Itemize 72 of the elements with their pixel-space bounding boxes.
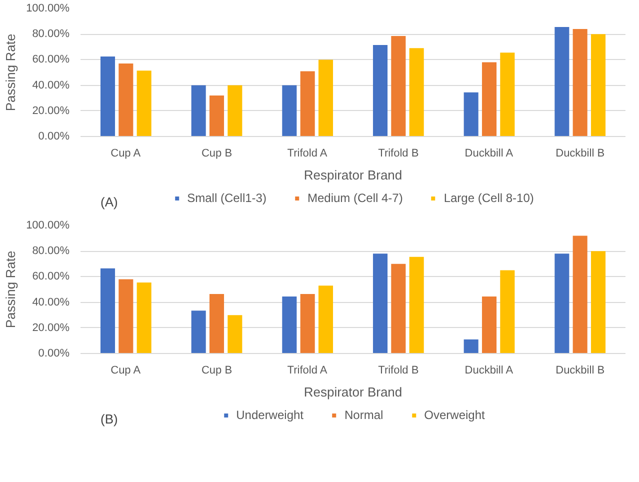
bar [300, 71, 315, 136]
bar [318, 286, 334, 354]
x-tick-label: Trifold A [287, 364, 328, 376]
x-tick-label: Trifold B [378, 364, 419, 376]
x-tick-label: Cup A [110, 364, 142, 376]
bar [118, 279, 134, 354]
y-tick-label: 60.00% [32, 54, 70, 66]
y-axis-title: Passing Rate [3, 34, 18, 112]
bar [372, 44, 388, 136]
x-tick-label: Duckbill A [464, 148, 514, 160]
bar [554, 27, 570, 136]
x-tick-label: Trifold A [287, 148, 328, 160]
bar [464, 339, 478, 354]
bar [572, 28, 588, 136]
bar [318, 60, 334, 136]
x-tick-label: Duckbill A [464, 364, 514, 376]
bar [209, 294, 224, 354]
y-axis-title: Passing Rate [3, 250, 18, 328]
legend-label: Medium (Cell 4-7) [307, 191, 403, 205]
bar [191, 310, 206, 354]
x-tick-label: Duckbill B [556, 364, 605, 376]
bar [136, 70, 152, 136]
bar [590, 34, 606, 136]
legend-label: Overweight [424, 408, 485, 422]
x-tick-label: Cup B [201, 364, 232, 376]
y-tick-label: 20.00% [32, 104, 70, 117]
bar [464, 92, 478, 136]
bar [482, 62, 497, 136]
x-tick-label: Cup A [110, 148, 142, 160]
bar [100, 56, 116, 136]
bar [372, 254, 388, 354]
bar [590, 251, 606, 354]
bar [136, 282, 152, 354]
legend-label: Underweight [236, 408, 304, 422]
x-tick-label: Duckbill B [556, 148, 605, 160]
bar [572, 236, 588, 354]
bar [228, 85, 242, 136]
y-tick-label: 80.00% [32, 28, 70, 40]
bar [209, 96, 224, 136]
x-tick-label: Trifold B [378, 148, 419, 160]
bar [409, 256, 424, 354]
bar [409, 48, 424, 136]
bar [391, 36, 406, 136]
bar [500, 52, 515, 136]
bar [100, 268, 116, 354]
bar [118, 64, 134, 136]
y-tick-label: 60.00% [32, 270, 70, 283]
text: (A) [100, 194, 118, 210]
bar [554, 254, 570, 354]
x-axis-title: Respirator Brand [304, 168, 402, 182]
x-axis-title: Respirator Brand [304, 384, 402, 400]
bar [482, 296, 497, 354]
bar [228, 315, 242, 354]
y-tick-label: 20.00% [32, 322, 70, 334]
y-tick-label: 40.00% [32, 296, 70, 308]
text: (B) [100, 412, 118, 426]
y-tick-label: 80.00% [32, 245, 70, 258]
legend-label: Normal [344, 408, 384, 422]
x-tick-label: Cup B [201, 148, 232, 160]
y-tick-label: 100.00% [26, 2, 70, 14]
bar [300, 294, 315, 354]
bar [282, 85, 297, 136]
bar [191, 85, 206, 136]
bar [500, 270, 515, 354]
bar [282, 296, 297, 354]
legend-label: Small (Cell1-3) [187, 191, 266, 205]
y-tick-label: 0.00% [38, 348, 70, 360]
bar [391, 264, 406, 354]
legend-label: Large (Cell 8-10) [444, 191, 534, 205]
y-tick-label: 100.00% [26, 220, 70, 232]
y-tick-label: 0.00% [38, 130, 70, 142]
y-tick-label: 40.00% [32, 79, 70, 92]
